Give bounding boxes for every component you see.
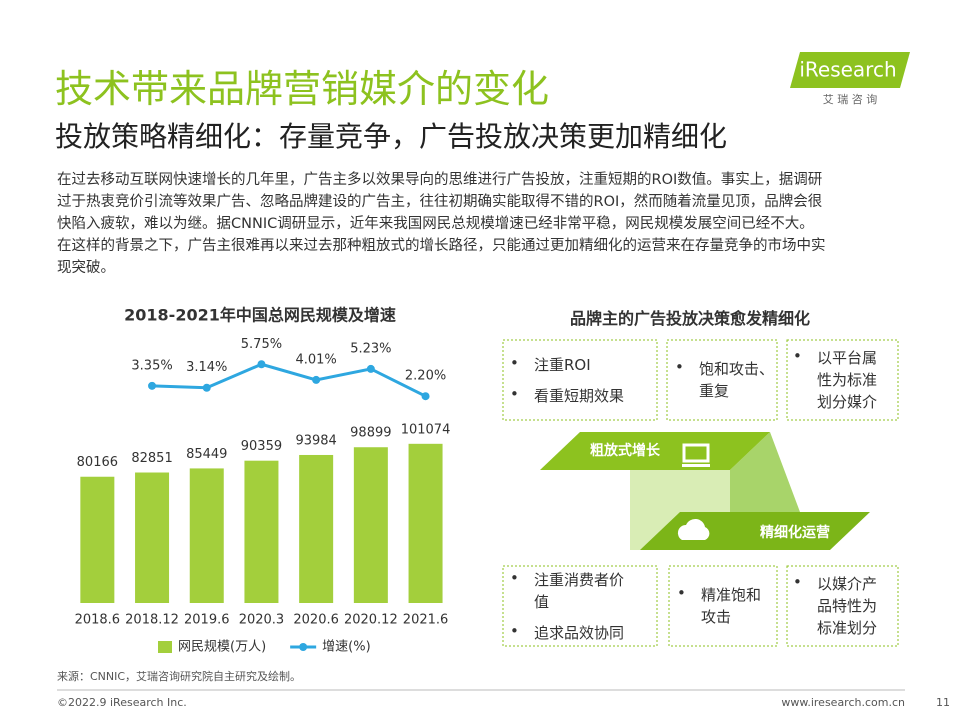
- line-label: 4.01%: [295, 352, 336, 367]
- box-text: 攻击: [701, 608, 732, 626]
- bar: [244, 460, 279, 603]
- x-tick-label: 2019.6: [184, 613, 230, 628]
- bullet: •: [793, 347, 802, 365]
- x-tick-label: 2018.6: [75, 613, 121, 628]
- bar-label: 82851: [131, 451, 172, 466]
- chart-title: 2018-2021年中国总网民规模及增速: [124, 306, 396, 325]
- body-line: 在过去移动互联网快速增长的几年里，广告主多以效果导向的思维进行广告投放，注重短期…: [57, 172, 823, 188]
- line-label: 5.75%: [241, 337, 282, 352]
- line-label: 2.20%: [405, 369, 446, 384]
- line-point: [257, 360, 266, 369]
- bar-label: 98899: [350, 426, 391, 441]
- box-text: 品特性为: [817, 597, 878, 615]
- body-line: 过于热衷竞价引流等效果广告、忽略品牌建设的广告主，往往初期确实能取得不错的ROI…: [57, 194, 823, 210]
- bar: [189, 468, 224, 603]
- box-text: 值: [534, 592, 550, 611]
- box-text: 看重短期效果: [534, 386, 625, 405]
- x-tick-label: 2020.12: [344, 613, 398, 628]
- title: 技术带来品牌营销媒介的变化: [55, 67, 550, 111]
- bullet: •: [510, 568, 519, 587]
- logo: iResearch: [799, 58, 896, 82]
- top-plate: [540, 432, 770, 470]
- box-text: 重复: [699, 382, 730, 400]
- box-text: 注重消费者价: [534, 570, 625, 589]
- x-tick-label: 2021.6: [403, 613, 449, 628]
- body-line: 快陷入疲软，难以为继。据CNNIC调研显示，近年来我国网民总规模增速已经非常平稳…: [57, 216, 814, 232]
- top-label: 粗放式增长: [590, 442, 661, 459]
- body-line: 现突破。: [57, 260, 115, 276]
- line: [151, 362, 427, 398]
- bullet: •: [675, 358, 684, 376]
- box-text: 标准划分: [817, 619, 878, 637]
- line-label: 3.35%: [131, 358, 172, 373]
- monitor-stand: [682, 464, 710, 467]
- monitor-icon: [682, 443, 710, 463]
- logo-box: [790, 52, 910, 88]
- box-text: 以媒介产: [817, 575, 878, 593]
- body-line: 在这样的背景之下，广告主很难再以来过去那种粗放式的增长路径，只能通过更加精细化的…: [57, 238, 826, 254]
- bullet: •: [510, 621, 519, 640]
- diagram-title: 品牌主的广告投放决策愈发精细化: [570, 309, 811, 328]
- box-text: 追求品效协同: [534, 623, 625, 642]
- bullet: •: [793, 573, 802, 591]
- box-text: 注重ROI: [534, 355, 591, 374]
- bar-label: 85449: [186, 447, 227, 462]
- legend-dot: [299, 643, 308, 651]
- bar: [353, 447, 388, 603]
- x-tick-label: 2018.12: [125, 613, 179, 628]
- bottom-label: 精细化运营: [760, 524, 830, 541]
- page-number: 11: [936, 696, 950, 709]
- cloud-icon: [677, 518, 710, 540]
- line-point: [202, 383, 211, 392]
- bullet: •: [510, 353, 519, 372]
- box-text: 划分媒介: [817, 393, 878, 411]
- box-text: 性为标准: [817, 371, 878, 389]
- bottom-plate: [640, 512, 870, 550]
- box-text: 精准饱和: [701, 586, 762, 604]
- bar-label: 90359: [241, 439, 282, 454]
- bar: [135, 472, 170, 603]
- bullet: •: [677, 584, 686, 602]
- legend-label: 网民规模(万人): [178, 640, 266, 655]
- line-point: [421, 392, 430, 401]
- source: 来源：CNNIC，艾瑞咨询研究院自主研究及绘制。: [57, 670, 302, 683]
- bar-label: 93984: [295, 433, 336, 448]
- dashed-boxes: [502, 339, 899, 647]
- bar-label: 101074: [401, 422, 451, 437]
- line-point: [366, 364, 375, 373]
- line-label: 3.14%: [186, 360, 227, 375]
- x-tick-label: 2020.6: [293, 613, 339, 628]
- box-text: 饱和攻击、: [699, 360, 775, 378]
- legend-swatch: [158, 641, 172, 653]
- bar: [299, 454, 334, 603]
- line-point: [312, 375, 321, 384]
- logo-sub: 艾 瑞 咨 询: [823, 92, 878, 106]
- bar: [408, 443, 443, 603]
- legend-label: 增速(%): [322, 640, 371, 655]
- bullet: •: [510, 384, 519, 403]
- bar: [80, 476, 115, 603]
- website: www.iresearch.com.cn: [781, 696, 905, 709]
- copyright: ©2022.9 iResearch Inc.: [57, 696, 187, 709]
- subtitle: 投放策略精细化：存量竞争，广告投放决策更加精细化: [55, 120, 728, 153]
- x-tick-label: 2020.3: [239, 613, 285, 628]
- bar-label: 80166: [77, 455, 118, 470]
- line-point: [148, 381, 157, 390]
- line-label: 5.23%: [350, 341, 391, 356]
- box-text: 以平台属: [817, 349, 878, 367]
